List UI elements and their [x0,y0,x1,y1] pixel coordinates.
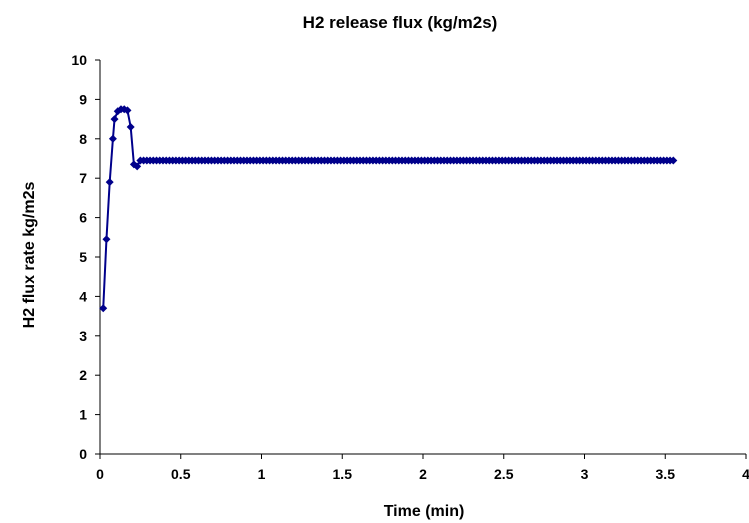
data-point [669,156,678,165]
y-tick-label: 8 [79,131,87,147]
chart-title: H2 release flux (kg/m2s) [303,13,498,32]
axes [95,59,747,459]
y-tick-label: 0 [79,446,87,462]
data-point [110,115,119,124]
y-tick-label: 6 [79,210,87,226]
x-tick-label: 1 [258,466,266,482]
data-point [102,235,111,244]
y-tick-label: 3 [79,328,87,344]
x-tick-label: 3 [581,466,589,482]
tick-labels: 0 1 2 3 4 5 6 7 8 9 10 0 0.5 1 1.5 2 2.5 3 3.5 4 [71,52,749,482]
y-tick-label: 10 [71,52,87,68]
series-line [102,108,674,309]
y-tick-label: 4 [79,288,87,304]
x-tick-label: 3.5 [656,466,676,482]
y-tick-label: 5 [79,249,87,265]
data-point [126,122,135,131]
y-tick-label: 7 [79,170,87,186]
y-tick-label: 9 [79,91,87,107]
x-axis-label: Time (min) [384,503,465,520]
data-point [133,162,142,171]
x-tick-label: 4 [742,466,749,482]
data-point [105,178,114,187]
x-tick-label: 2.5 [494,466,514,482]
data-point [123,106,132,115]
x-tick-label: 1.5 [333,466,353,482]
x-tick-label: 2 [419,466,427,482]
series-h2-flux [99,105,678,313]
y-tick-label: 1 [79,407,87,423]
x-tick-label: 0.5 [171,466,191,482]
data-point [120,105,129,114]
data-point [108,134,117,143]
data-point [99,304,108,313]
y-tick-label: 2 [79,367,87,383]
x-tick-label: 0 [96,466,104,482]
y-axis-label: H2 flux rate kg/m2s [21,182,38,329]
